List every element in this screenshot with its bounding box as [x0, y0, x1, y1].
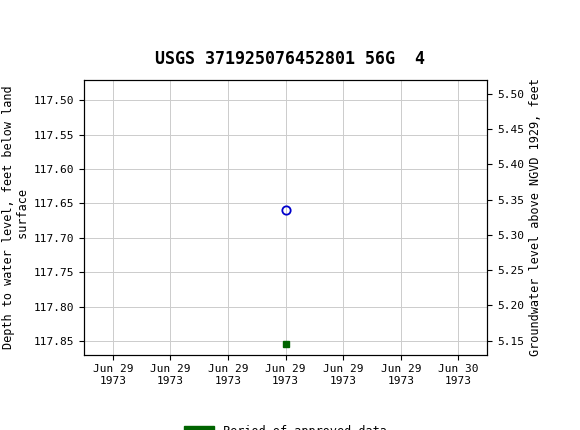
Y-axis label: Groundwater level above NGVD 1929, feet: Groundwater level above NGVD 1929, feet: [530, 78, 542, 356]
Text: ≋USGS: ≋USGS: [8, 12, 89, 33]
Text: USGS 371925076452801 56G  4: USGS 371925076452801 56G 4: [155, 50, 425, 68]
Legend: Period of approved data: Period of approved data: [180, 420, 392, 430]
Y-axis label: Depth to water level, feet below land
 surface: Depth to water level, feet below land su…: [2, 85, 30, 349]
